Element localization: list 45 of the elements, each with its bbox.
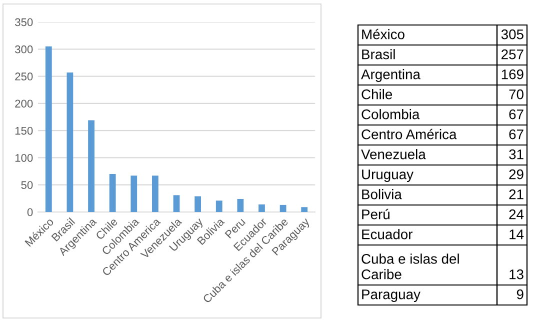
y-tick-label: 150: [15, 126, 33, 135]
bar: [45, 46, 52, 212]
bar: [194, 196, 202, 212]
text: Centro América: [362, 128, 457, 140]
bar: [66, 72, 74, 212]
y-tick-label: 200: [15, 100, 33, 108]
text: 70: [509, 89, 524, 100]
y-tick-label: 350: [15, 18, 33, 26]
y-tick-label: 0: [27, 208, 33, 216]
text: Uruguay: [362, 170, 414, 182]
text: Venezuela: [361, 149, 426, 160]
text: Paraguay: [362, 290, 420, 302]
bar: [109, 174, 116, 212]
text: 29: [509, 169, 524, 180]
text: Brasil: [362, 49, 395, 60]
text: 14: [510, 230, 524, 240]
text: Perú: [362, 208, 390, 220]
text: 67: [509, 109, 524, 120]
bar: [130, 176, 138, 212]
bar: [301, 207, 308, 212]
y-tick-label: 250: [15, 72, 33, 80]
text: 169: [502, 69, 524, 80]
text: Bolivia: [362, 189, 402, 200]
text: 67: [509, 129, 524, 140]
text: 257: [502, 49, 524, 60]
text: 24: [509, 209, 524, 220]
y-tick-label: 50: [21, 181, 33, 189]
text: México: [362, 28, 404, 40]
bar: [88, 120, 94, 212]
text: Chile: [362, 89, 392, 100]
text: 305: [501, 29, 524, 40]
y-tick-label: 100: [15, 154, 33, 162]
text: Colombia: [362, 109, 420, 120]
bar: [258, 204, 265, 212]
bar: [173, 195, 180, 212]
text: 21: [509, 189, 524, 200]
bar: [152, 176, 158, 212]
bar: [237, 198, 244, 212]
bar: [216, 200, 222, 212]
text: 13: [510, 269, 524, 280]
text: 31: [509, 149, 524, 160]
y-tick-label: 300: [15, 45, 33, 54]
text: 9: [516, 289, 524, 300]
bar: [280, 204, 286, 212]
text: Argentina: [361, 69, 420, 82]
